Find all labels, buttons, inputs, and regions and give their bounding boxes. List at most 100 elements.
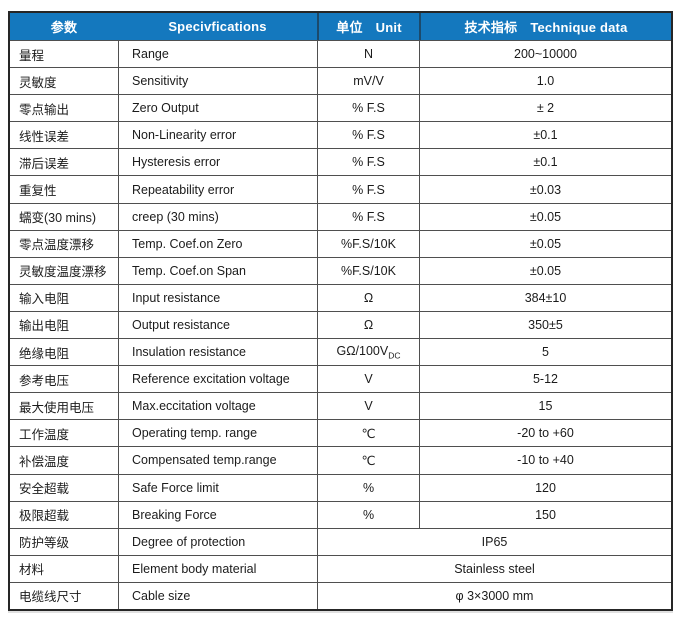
table-row: 材料 Element body material Stainless steel [10,554,671,582]
unit-cell: GΩ/100VDC [317,338,419,366]
unit-text: %F.S/10K [341,263,396,278]
param-cn-cell: 蠕变(30 mins) [10,202,118,230]
param-cn-cell: 输入电阻 [10,283,118,311]
unit-cell: % [317,500,419,528]
header-data-cn: 技术指标 [464,20,518,35]
spec-en-cell: Max.eccitation voltage [118,392,317,420]
unit-text: % [362,480,375,495]
value-cell: ±0.05 [419,256,671,284]
param-cn-cell: 灵敏度 [10,67,118,94]
value-cell: 200~10000 [419,40,671,68]
param-cn-cell: 防护等级 [10,527,118,555]
unit-text: ℃ [361,453,376,468]
value-cell: 5-12 [419,365,671,393]
table-row: 电缆线尺寸 Cable size φ 3×3000 mm [10,581,671,609]
spec-en-cell: Hysteresis error [118,148,317,176]
table-row: 重复性 Repeatability error % F.S ±0.03 [10,175,671,203]
unit-text: N [363,47,374,62]
param-cn-cell: 量程 [10,40,118,67]
header-technique-data: 技术指标 Technique data [419,13,671,40]
unit-text: % F.S [352,209,385,224]
unit-cell: V [317,392,419,420]
value-cell: 120 [419,473,671,501]
value-cell: φ 3×3000 mm [317,581,671,609]
param-cn-cell: 安全超载 [10,473,118,501]
unit-text: % F.S [352,155,385,170]
unit-cell: % F.S [317,202,419,230]
table-row: 量程 Range N 200~10000 [10,40,671,68]
table-row: 参考电压 Reference excitation voltage V 5-12 [10,365,671,393]
value-cell: -10 to +40 [419,446,671,474]
spec-en-cell: Degree of protection [118,527,317,555]
unit-text: %F.S/10K [341,236,396,251]
unit-cell: ℃ [317,446,419,474]
table-row: 零点输出 Zero Output % F.S ± 2 [10,94,671,122]
spec-en-cell: Sensitivity [118,67,317,95]
unit-cell: %F.S/10K [317,256,419,284]
unit-text: % [362,507,375,522]
value-cell: ±0.03 [419,175,671,203]
unit-text: Ω [363,317,374,332]
table-row: 灵敏度 Sensitivity mV/V 1.0 [10,67,671,95]
param-cn-cell: 线性误差 [10,121,118,148]
unit-cell: %F.S/10K [317,229,419,257]
table-row: 输出电阻 Output resistance Ω 350±5 [10,310,671,339]
table-row: 补偿温度 Compensated temp.range ℃ -10 to +40 [10,446,671,474]
unit-text: % F.S [352,101,385,116]
spec-en-cell: Cable size [118,581,317,609]
spec-en-cell: Temp. Coef.on Span [118,256,317,284]
unit-cell: mV/V [317,67,419,95]
table-body: 量程 Range N 200~10000 灵敏度 Sensitivity mV/V 1.0 零点… [10,40,671,609]
table-row: 绝缘电阻 Insulation resistance GΩ/100VDC 5 [10,338,671,366]
header-data-en: Technique data [530,20,628,35]
table-row: 安全超载 Safe Force limit% 120 [10,473,671,501]
spec-en-cell: Output resistance [118,310,317,339]
spec-en-cell: Compensated temp.range [118,446,317,474]
value-cell: 350±5 [419,310,671,339]
param-cn-cell: 电缆线尺寸 [10,581,118,609]
value-cell: Stainless steel [317,554,671,582]
value-cell: 384±10 [419,283,671,311]
unit-text: ℃ [361,426,376,441]
header-unit-en: Unit [375,20,402,35]
spec-en-cell: Element body material [118,554,317,582]
table-row: 极限超载 Breaking Force% 150 [10,500,671,528]
unit-cell: V [317,365,419,393]
unit-cell: ℃ [317,419,419,447]
header-unit-cn: 单位 [336,20,363,35]
unit-cell: Ω [317,283,419,311]
param-cn-cell: 灵敏度温度漂移 [10,256,118,284]
value-cell: -20 to +60 [419,419,671,447]
value-cell: 150 [419,500,671,528]
unit-text: V [364,372,373,387]
param-cn-cell: 工作温度 [10,419,118,446]
spec-en-cell: Input resistance [118,283,317,311]
table-row: 零点温度漂移 Temp. Coef.on Zero %F.S/10K ±0.05 [10,229,671,257]
param-cn-cell: 零点输出 [10,94,118,121]
spec-en-cell: Safe Force limit [118,473,317,501]
header-param: 参数 [10,13,118,40]
unit-cell: % [317,473,419,501]
value-cell: 15 [419,392,671,420]
unit-text: Ω [363,290,374,305]
value-cell: ±0.05 [419,202,671,230]
param-cn-cell: 滞后误差 [10,148,118,175]
table-row: 蠕变(30 mins) creep (30 mins) % F.S ±0.05 [10,202,671,230]
param-cn-cell: 重复性 [10,175,118,202]
unit-text: % F.S [352,128,385,143]
spec-en-cell: Operating temp. range [118,419,317,447]
spec-en-cell: Range [118,40,317,68]
spec-en-cell: Repeatability error [118,175,317,203]
unit-subscript: DC [388,350,401,361]
value-cell: ±0.1 [419,121,671,149]
value-cell: ±0.1 [419,148,671,176]
value-cell: 1.0 [419,67,671,95]
value-cell: IP65 [317,527,671,555]
spec-en-cell: Reference excitation voltage [118,365,317,393]
param-cn-cell: 极限超载 [10,500,118,528]
table-row: 灵敏度温度漂移 Temp. Coef.on Span %F.S/10K ±0.05 [10,256,671,284]
unit-text: GΩ/100V [336,343,389,358]
header-unit: 单位 Unit [317,13,419,40]
table-row: 最大使用电压 Max.eccitation voltage V 15 [10,392,671,420]
